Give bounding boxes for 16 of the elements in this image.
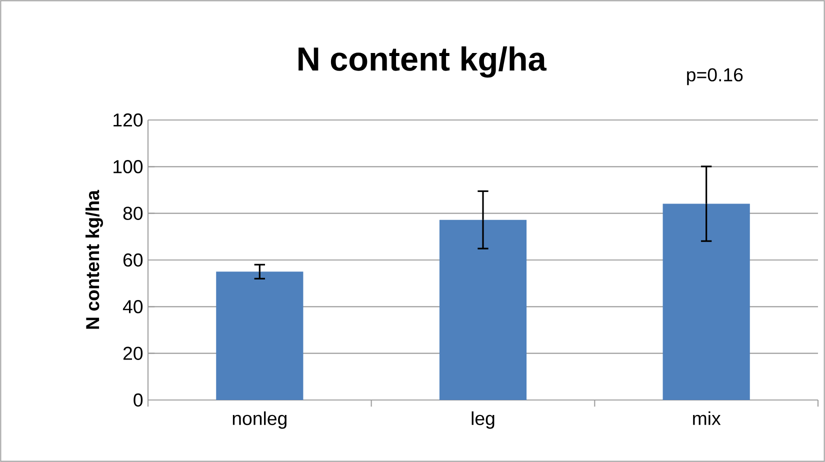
- x-tick-label: mix: [693, 411, 721, 425]
- x-tick-label: nonleg: [232, 411, 286, 429]
- y-tick-label: 0: [134, 393, 143, 407]
- y-axis-title: N content kg/ha: [86, 190, 103, 329]
- bar: [216, 272, 304, 400]
- y-tick-label: 100: [114, 160, 143, 174]
- y-tick-label: 120: [114, 113, 143, 127]
- y-tick-label: 20: [123, 346, 143, 360]
- bar: [662, 204, 750, 400]
- y-tick-label: 80: [123, 206, 143, 220]
- text: p=0.16: [687, 68, 743, 86]
- y-tick-label: 40: [122, 300, 143, 314]
- chart-title: N content kg/ha: [298, 46, 547, 78]
- bar: [439, 220, 527, 400]
- x-tick-label: leg: [472, 411, 494, 429]
- y-tick-label: 60: [123, 253, 143, 267]
